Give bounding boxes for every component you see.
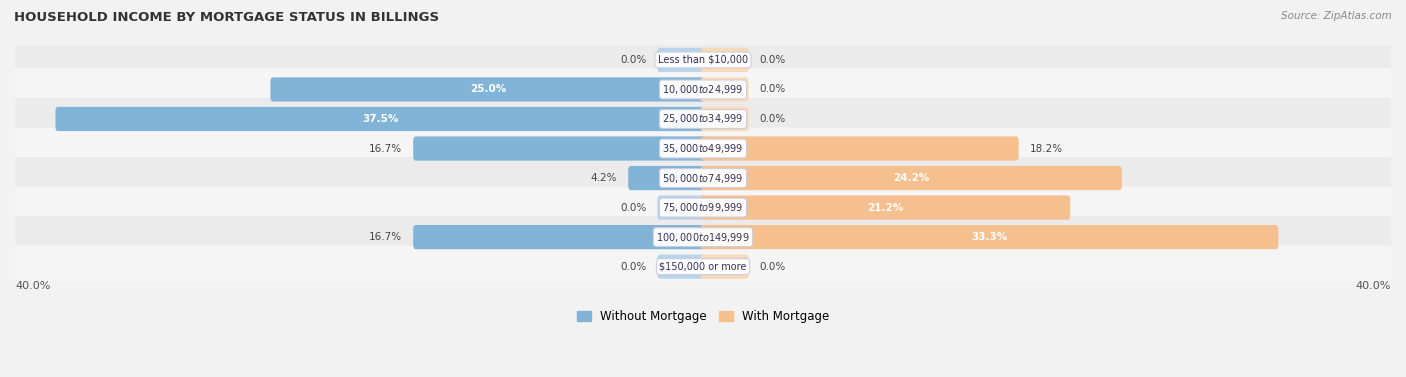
- FancyBboxPatch shape: [658, 196, 706, 220]
- Text: 4.2%: 4.2%: [591, 173, 617, 183]
- Text: 16.7%: 16.7%: [368, 144, 402, 153]
- Text: 21.2%: 21.2%: [868, 202, 904, 213]
- FancyBboxPatch shape: [270, 77, 706, 101]
- Text: 18.2%: 18.2%: [1029, 144, 1063, 153]
- FancyBboxPatch shape: [700, 166, 1122, 190]
- FancyBboxPatch shape: [700, 107, 748, 131]
- FancyBboxPatch shape: [700, 48, 748, 72]
- FancyBboxPatch shape: [700, 136, 1018, 161]
- Text: $150,000 or more: $150,000 or more: [659, 262, 747, 272]
- Text: 24.2%: 24.2%: [893, 173, 929, 183]
- Text: $100,000 to $149,999: $100,000 to $149,999: [657, 231, 749, 244]
- Text: 40.0%: 40.0%: [1355, 281, 1391, 291]
- Text: 0.0%: 0.0%: [759, 84, 786, 95]
- Text: $75,000 to $99,999: $75,000 to $99,999: [662, 201, 744, 214]
- FancyBboxPatch shape: [10, 216, 1396, 258]
- Text: Less than $10,000: Less than $10,000: [658, 55, 748, 65]
- Text: HOUSEHOLD INCOME BY MORTGAGE STATUS IN BILLINGS: HOUSEHOLD INCOME BY MORTGAGE STATUS IN B…: [14, 11, 439, 24]
- FancyBboxPatch shape: [10, 98, 1396, 140]
- Text: 0.0%: 0.0%: [759, 114, 786, 124]
- FancyBboxPatch shape: [700, 196, 1070, 220]
- FancyBboxPatch shape: [10, 127, 1396, 170]
- FancyBboxPatch shape: [700, 254, 748, 279]
- Text: 25.0%: 25.0%: [470, 84, 506, 95]
- Text: 0.0%: 0.0%: [620, 202, 647, 213]
- FancyBboxPatch shape: [55, 107, 706, 131]
- Text: 16.7%: 16.7%: [368, 232, 402, 242]
- FancyBboxPatch shape: [10, 69, 1396, 110]
- Text: $25,000 to $34,999: $25,000 to $34,999: [662, 112, 744, 126]
- FancyBboxPatch shape: [700, 77, 748, 101]
- FancyBboxPatch shape: [10, 157, 1396, 199]
- Text: Source: ZipAtlas.com: Source: ZipAtlas.com: [1281, 11, 1392, 21]
- Text: 0.0%: 0.0%: [759, 55, 786, 65]
- FancyBboxPatch shape: [413, 225, 706, 249]
- FancyBboxPatch shape: [10, 187, 1396, 228]
- Text: $50,000 to $74,999: $50,000 to $74,999: [662, 172, 744, 185]
- Text: 37.5%: 37.5%: [363, 114, 399, 124]
- FancyBboxPatch shape: [700, 225, 1278, 249]
- Text: 40.0%: 40.0%: [15, 281, 51, 291]
- FancyBboxPatch shape: [658, 254, 706, 279]
- FancyBboxPatch shape: [658, 48, 706, 72]
- Text: 33.3%: 33.3%: [972, 232, 1008, 242]
- FancyBboxPatch shape: [628, 166, 706, 190]
- Text: 0.0%: 0.0%: [759, 262, 786, 272]
- Text: $10,000 to $24,999: $10,000 to $24,999: [662, 83, 744, 96]
- Text: 0.0%: 0.0%: [620, 55, 647, 65]
- FancyBboxPatch shape: [10, 246, 1396, 288]
- FancyBboxPatch shape: [413, 136, 706, 161]
- Text: 0.0%: 0.0%: [620, 262, 647, 272]
- Legend: Without Mortgage, With Mortgage: Without Mortgage, With Mortgage: [572, 305, 834, 328]
- Text: $35,000 to $49,999: $35,000 to $49,999: [662, 142, 744, 155]
- FancyBboxPatch shape: [10, 39, 1396, 81]
